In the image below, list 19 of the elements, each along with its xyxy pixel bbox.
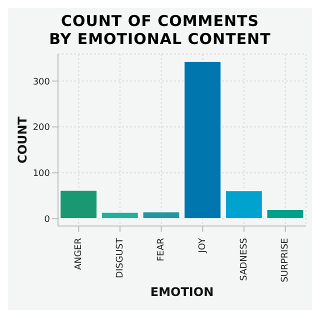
- bar: [184, 60, 222, 220]
- x-tick-label: FEAR: [156, 238, 167, 262]
- y-tick-label: 300: [32, 77, 50, 88]
- bar: [100, 212, 139, 220]
- x-tick-label: SURPRISE: [280, 238, 291, 282]
- chart-title: COUNT OF COMMENTS BY EMOTIONAL CONTENT: [48, 12, 272, 48]
- x-tick-label: JOY: [198, 238, 208, 254]
- bar: [266, 208, 304, 220]
- y-tick-label: 100: [32, 168, 50, 179]
- x-tick-label: SADNESS: [239, 238, 250, 281]
- y-axis-title: COUNT: [15, 116, 30, 164]
- bar: [60, 190, 98, 220]
- y-tick-label: 200: [32, 123, 50, 134]
- x-tick-label: DISGUST: [115, 238, 126, 278]
- x-tick-label: ANGER: [74, 238, 84, 270]
- x-axis-title: EMOTION: [150, 285, 214, 299]
- y-tick-label: 0: [44, 214, 50, 225]
- bar: [224, 190, 263, 220]
- bar: [142, 211, 180, 220]
